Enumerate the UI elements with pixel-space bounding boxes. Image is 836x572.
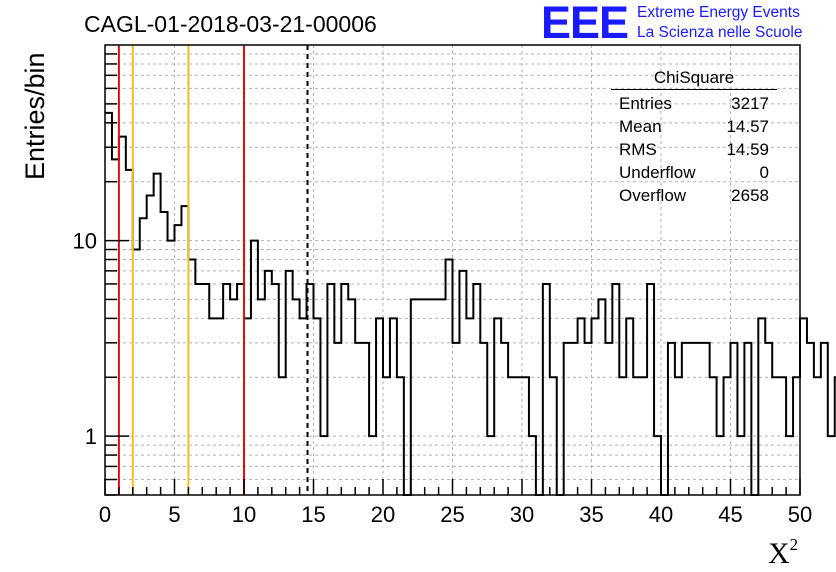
stats-label: Entries (619, 94, 672, 113)
stats-label: RMS (619, 140, 657, 159)
stats-row: Mean 14.57 (611, 115, 777, 138)
stats-label: Mean (619, 117, 662, 136)
x-tick-label: 5 (168, 502, 180, 527)
stats-row: Underflow 0 (611, 161, 777, 184)
eee-logo: EEE (541, 0, 629, 48)
stats-value: 3217 (731, 94, 769, 113)
stats-value: 2658 (731, 186, 769, 205)
eee-logo-caption: Extreme Energy Events La Scienza nelle S… (637, 3, 802, 43)
grid (105, 45, 800, 495)
x-tick-label: 50 (788, 502, 812, 527)
y-tick-label: 1 (85, 424, 97, 449)
stats-row: RMS 14.59 (611, 138, 777, 161)
x-axis-label-superscript: 2 (789, 535, 799, 554)
stats-row: Overflow 2658 (611, 184, 777, 207)
x-tick-label: 0 (99, 502, 111, 527)
x-tick-label: 20 (371, 502, 395, 527)
x-tick-label: 25 (440, 502, 464, 527)
stats-label: Underflow (619, 163, 696, 182)
stats-value: 14.57 (726, 117, 769, 136)
histogram-series (105, 111, 836, 496)
x-tick-label: 40 (649, 502, 673, 527)
x-axis-label: X2 (768, 535, 798, 571)
stats-label: Overflow (619, 186, 687, 205)
x-tick-label: 35 (579, 502, 603, 527)
x-tick-label: 30 (510, 502, 534, 527)
stats-box: ChiSquare Entries 3217 Mean 14.57 RMS 14.59… (611, 68, 777, 207)
chart-marks (105, 45, 836, 496)
stats-title: ChiSquare (611, 68, 777, 90)
logo-line-1: Extreme Energy Events (637, 4, 800, 21)
x-tick-label: 10 (232, 502, 256, 527)
chart-title: CAGL-01-2018-03-21-00006 (84, 11, 377, 37)
y-tick-label: 10 (73, 229, 97, 254)
axes: 0 5 10 15 20 25 30 35 40 45 50 1 10 (73, 44, 812, 527)
x-axis-label-main: X (768, 537, 790, 570)
x-tick-label: 15 (301, 502, 325, 527)
stats-value: 0 (759, 163, 769, 182)
y-axis-label: Entries/bin (20, 52, 50, 180)
logo-line-2: La Scienza nelle Scuole (637, 24, 803, 41)
x-tick-label: 45 (718, 502, 742, 527)
stats-row: Entries 3217 (611, 92, 777, 115)
stats-value: 14.59 (726, 140, 769, 159)
